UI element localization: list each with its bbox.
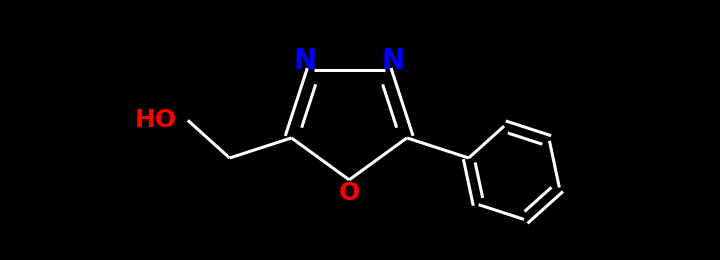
Text: N: N bbox=[382, 47, 405, 75]
Text: N: N bbox=[293, 47, 316, 75]
Text: HO: HO bbox=[135, 108, 177, 132]
Text: O: O bbox=[338, 181, 360, 205]
